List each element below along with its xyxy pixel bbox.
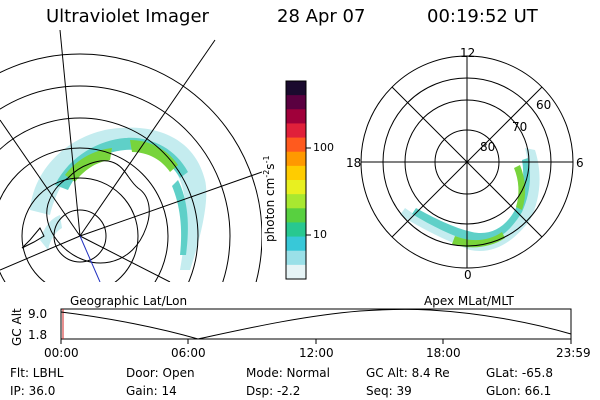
mlt-label-12: 12 [460,46,476,60]
mlat-label-80: 80 [480,140,496,154]
info-gcalt: GC Alt: 8.4 Re [366,366,450,380]
colorbar-stripe [286,194,306,209]
colorbar-stripe [286,137,306,153]
alt-ytick-max: 9.0 [28,307,48,321]
colorbar-label: photon cm-2s-1 [262,155,277,242]
info-gain: Gain: 14 [126,384,177,398]
colorbar-stripe [286,109,306,125]
info-door: Door: Open [126,366,195,380]
info-filter: Flt: LBHL [10,366,64,380]
longitude-grid [0,29,262,282]
aurora-emission-polar [400,148,540,251]
geographic-map [0,29,262,282]
info-dsp: Dsp: -2.2 [246,384,301,398]
colorbar-stripe [286,222,306,238]
info-mode: Mode: Normal [246,366,330,380]
colorbar-stripe [286,250,306,266]
time-tick-2359: 23:59 [556,346,591,360]
time-tick-1800: 18:00 [426,346,461,360]
mlt-label-0: 0 [464,268,472,282]
altitude-curve [60,308,572,340]
mlat-label-60: 60 [536,98,552,112]
info-glat: GLat: -65.8 [486,366,553,380]
colorbar-stripe [286,95,306,110]
time-tick-0000: 00:00 [44,346,79,360]
geo-label: Geographic Lat/Lon [70,294,188,308]
continent-outline [21,160,150,264]
colorbar-stripe [286,165,306,181]
alt-ylabel: GC Alt [10,308,24,346]
colorbar-tick-10: 10 [313,228,327,241]
mlt-label-6: 6 [576,156,584,170]
info-ip: IP: 36.0 [10,384,56,398]
colorbar-stripe [286,264,306,280]
colorbar-stripe [286,151,306,167]
info-seq: Seq: 39 [366,384,412,398]
aurora-emission-geo [30,127,207,270]
apex-label: Apex MLat/MLT [424,294,514,308]
colorbar-stripe [286,208,306,224]
colorbar-stripe [286,180,306,195]
date-label: 28 Apr 07 [277,6,366,27]
terminator-line [79,235,101,282]
time-tick-0600: 06:00 [171,346,206,360]
mlt-label-18: 18 [346,156,362,170]
instrument-title: Ultraviolet Imager [46,6,209,27]
time-label: 00:19:52 UT [427,6,538,27]
colorbar-stripe [286,123,306,139]
colorbar-tick-100: 100 [313,141,334,154]
latitude-grid [0,53,262,282]
colorbar [285,80,311,280]
mlat-label-70: 70 [512,120,528,134]
colorbar-stripe [286,81,306,96]
alt-ytick-min: 1.8 [28,328,48,342]
info-glon: GLon: 66.1 [486,384,552,398]
time-tick-1200: 12:00 [299,346,334,360]
polar-plot [360,55,574,269]
colorbar-stripe [286,236,306,252]
altitude-plot [60,308,572,344]
